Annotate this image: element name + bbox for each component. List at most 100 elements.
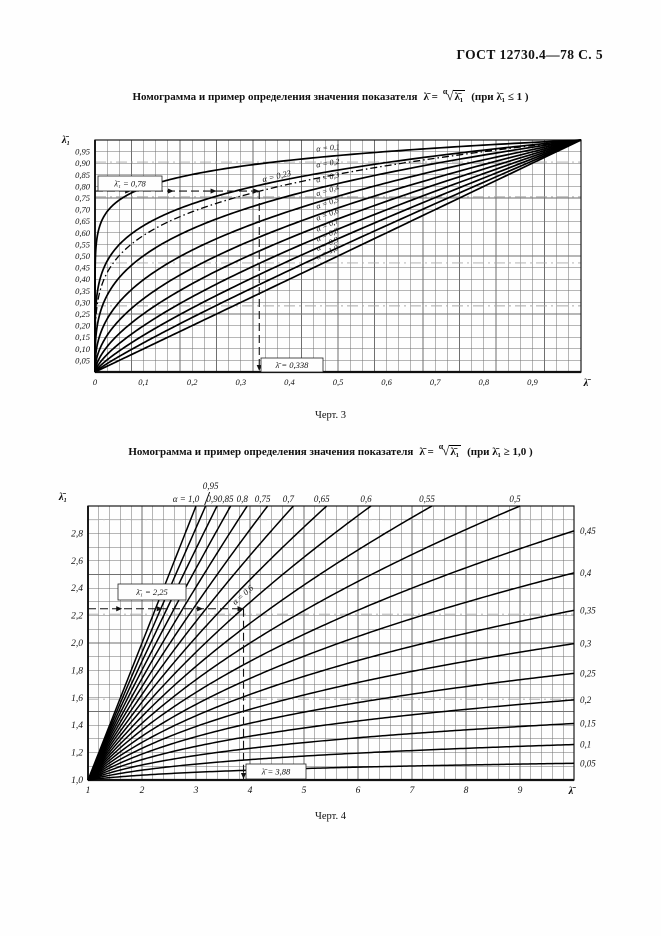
formula-lhs: λ̄ = [419, 446, 434, 458]
svg-text:2,6: 2,6 [71, 557, 83, 567]
svg-text:0,55: 0,55 [75, 239, 90, 249]
svg-text:0,9: 0,9 [206, 494, 218, 504]
svg-text:0,4: 0,4 [580, 568, 592, 578]
svg-text:4: 4 [248, 786, 253, 796]
svg-text:8: 8 [464, 786, 469, 796]
svg-text:0,70: 0,70 [75, 205, 91, 215]
svg-text:2,0: 2,0 [71, 639, 83, 649]
svg-text:0,45: 0,45 [75, 263, 90, 273]
figure3-title-text: Номограмма и пример определения значения… [132, 91, 418, 103]
formula-radicand: λ̄₁ [453, 90, 466, 103]
svg-text:3: 3 [193, 786, 199, 796]
figure4-title: Номограмма и пример определения значения… [0, 442, 661, 459]
formula-root-index: α [438, 442, 444, 451]
svg-text:0,85: 0,85 [75, 170, 90, 180]
formula-condition: (при λ̄₁ ≥ 1,0 ) [467, 446, 533, 458]
figure4-caption: Черт. 4 [315, 811, 346, 822]
svg-text:0,65: 0,65 [75, 216, 90, 226]
svg-text:6: 6 [356, 786, 361, 796]
svg-text:0,7: 0,7 [283, 494, 295, 504]
svg-text:0,80: 0,80 [75, 181, 91, 191]
svg-text:0,2: 0,2 [580, 695, 592, 705]
svg-text:λ̄₁: λ̄₁ [58, 492, 67, 503]
svg-text:0,75: 0,75 [255, 494, 271, 504]
svg-text:0,45: 0,45 [580, 526, 596, 536]
formula-lhs: λ̄ = [423, 91, 438, 103]
gost-header: ГОСТ 12730.4—78 С. 5 [456, 47, 603, 62]
svg-text:0,9: 0,9 [527, 377, 538, 387]
svg-text:0,05: 0,05 [75, 355, 90, 365]
svg-text:7: 7 [410, 786, 416, 796]
figure3-formula: λ̄ = α√λ̄₁ (при λ̄₁ ≤ 1 ) [423, 87, 529, 103]
svg-text:α = 1,0: α = 1,0 [173, 494, 200, 504]
svg-text:0,40: 0,40 [75, 274, 91, 284]
svg-text:2,8: 2,8 [71, 529, 83, 539]
svg-text:0,6: 0,6 [360, 494, 372, 504]
svg-text:5: 5 [302, 786, 307, 796]
svg-text:2,2: 2,2 [71, 612, 83, 622]
svg-text:λ̄₁: λ̄₁ [61, 135, 70, 146]
svg-text:0,35: 0,35 [75, 286, 90, 296]
nomogram-chart-4: α = 1,00,950,9 0,85 0,8 0,75 0,7 0,65 0,6 0,55 0… [58, 481, 597, 797]
svg-text:λ̄: λ̄ [583, 378, 592, 389]
svg-text:1,6: 1,6 [71, 694, 83, 704]
svg-text:0,90: 0,90 [75, 158, 91, 168]
scan-artifacts [88, 519, 574, 700]
svg-text:1,4: 1,4 [71, 721, 83, 731]
svg-text:0,20: 0,20 [75, 321, 91, 331]
svg-text:9: 9 [518, 786, 523, 796]
nomogram-chart-3: α = 0,1α = 0,2α = 0,3α = 0,4α = 0,5α = 0… [61, 135, 591, 389]
alpha-curves [87, 505, 575, 781]
svg-text:0,2: 0,2 [187, 377, 198, 387]
grid [87, 505, 575, 781]
radical-sign: √ [442, 443, 450, 458]
svg-text:2,4: 2,4 [71, 584, 83, 594]
svg-text:0,50: 0,50 [75, 251, 91, 261]
svg-text:0,35: 0,35 [580, 605, 596, 615]
example-labels: λ̄₁ = 0,78 λ̄ = 0,338 [97, 175, 324, 373]
svg-text:0,1: 0,1 [138, 377, 149, 387]
svg-text:0,4: 0,4 [284, 377, 295, 387]
svg-text:0,5: 0,5 [333, 377, 344, 387]
curve-labels: α = 1,00,95 0,9 0,85 0,8 0,75 0,7 0,65 0,6 0,55 0… [173, 481, 597, 768]
alpha-curves [94, 139, 582, 373]
plot-border [87, 505, 575, 782]
scan-artifacts [95, 161, 581, 307]
svg-text:0,30: 0,30 [75, 297, 91, 307]
radical-sign: √ [446, 88, 454, 103]
svg-text:1: 1 [86, 786, 91, 796]
svg-text:α = 0,2: α = 0,2 [315, 157, 340, 170]
svg-text:0,3: 0,3 [580, 639, 592, 649]
svg-text:0,75: 0,75 [75, 193, 90, 203]
svg-text:0,8: 0,8 [478, 377, 489, 387]
axis-labels: 0 0,1 0,2 0,3 0,4 0,5 0,6 0,7 0,8 0,9 0,050,10 0,15… [61, 135, 591, 389]
figure3-title: Номограмма и пример определения значения… [0, 87, 661, 104]
svg-text:0,25: 0,25 [580, 668, 596, 678]
svg-text:λ̄: λ̄ [568, 786, 577, 797]
figure3-caption: Черт. 3 [315, 410, 346, 421]
svg-text:0,85: 0,85 [218, 494, 234, 504]
svg-text:0,1: 0,1 [580, 740, 591, 750]
formula-root-index: α [442, 87, 448, 96]
svg-text:1,0: 1,0 [71, 776, 83, 786]
figure4-formula: λ̄ = α√λ̄₁ (при λ̄₁ ≥ 1,0 ) [419, 442, 533, 458]
svg-text:0: 0 [93, 377, 98, 387]
example-overlay: α = 0,23 [95, 168, 292, 372]
svg-text:0,60: 0,60 [75, 228, 91, 238]
svg-text:0,15: 0,15 [75, 332, 90, 342]
figure4-title-text: Номограмма и пример определения значения… [128, 446, 414, 458]
svg-text:0,10: 0,10 [75, 344, 91, 354]
svg-text:0,25: 0,25 [75, 309, 90, 319]
formula-condition: (при λ̄₁ ≤ 1 ) [471, 91, 529, 103]
svg-text:λ̄₁ = 0,78: λ̄₁ = 0,78 [113, 179, 146, 189]
svg-text:0,05: 0,05 [580, 758, 596, 768]
svg-text:0,55: 0,55 [419, 494, 435, 504]
axis-labels: 1 2 3 4 5 6 7 8 9 1,0 1,2 1,4 1,6 1,8 2,0 2,2 2,4 2,6 2,8 λ… [58, 492, 576, 797]
svg-text:λ̄₁ = 2,25: λ̄₁ = 2,25 [135, 587, 168, 597]
svg-text:0,95: 0,95 [75, 147, 90, 157]
svg-text:0,6: 0,6 [381, 377, 392, 387]
svg-text:0,95: 0,95 [203, 481, 219, 491]
curve-labels: α = 0,1α = 0,2α = 0,3α = 0,4α = 0,5α = 0… [315, 142, 341, 261]
svg-text:0,65: 0,65 [314, 494, 330, 504]
